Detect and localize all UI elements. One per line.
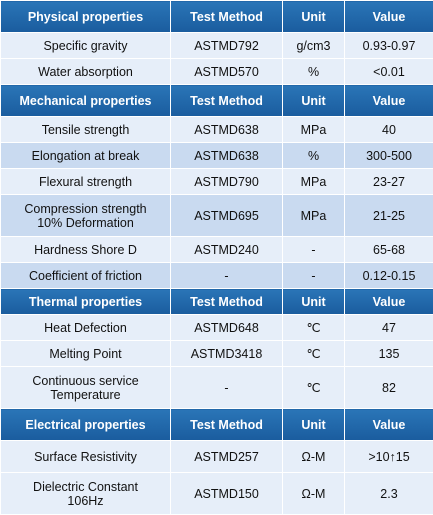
value-cell: 300-500 xyxy=(345,143,433,169)
unit-cell: ℃ xyxy=(283,315,345,341)
table-row: Coefficient of friction - - 0.12-0.15 xyxy=(1,263,433,289)
table-row: Tensile strength ASTMD638 MPa 40 xyxy=(1,117,433,143)
section-header-physical: Physical properties Test Method Unit Val… xyxy=(1,1,433,33)
column-header-unit: Unit xyxy=(283,1,345,33)
table-row: Hardness Shore D ASTMD240 - 65-68 xyxy=(1,237,433,263)
test-method-cell: ASTMD3418 xyxy=(171,341,283,367)
value-cell: 21-25 xyxy=(345,195,433,237)
unit-cell: - xyxy=(283,263,345,289)
column-header-value: Value xyxy=(345,409,433,441)
test-method-cell: ASTMD695 xyxy=(171,195,283,237)
table-row: Water absorption ASTMD570 % <0.01 xyxy=(1,59,433,85)
unit-cell: g/cm3 xyxy=(283,33,345,59)
test-method-cell: ASTMD648 xyxy=(171,315,283,341)
column-header-unit: Unit xyxy=(283,409,345,441)
test-method-cell: ASTMD240 xyxy=(171,237,283,263)
unit-cell: ℃ xyxy=(283,341,345,367)
value-cell: >10↑15 xyxy=(345,441,433,473)
unit-cell: Ω-M xyxy=(283,473,345,515)
test-method-cell: - xyxy=(171,263,283,289)
column-header-test-method: Test Method xyxy=(171,409,283,441)
unit-cell: Ω-M xyxy=(283,441,345,473)
property-cell: Coefficient of friction xyxy=(1,263,171,289)
value-cell: 47 xyxy=(345,315,433,341)
test-method-cell: ASTMD638 xyxy=(171,117,283,143)
property-cell: Surface Resistivity xyxy=(1,441,171,473)
property-cell: Continuous service Temperature xyxy=(1,367,171,409)
section-header-thermal: Thermal properties Test Method Unit Valu… xyxy=(1,289,433,315)
column-header-test-method: Test Method xyxy=(171,289,283,315)
unit-cell: MPa xyxy=(283,195,345,237)
column-header-unit: Unit xyxy=(283,289,345,315)
value-cell: 40 xyxy=(345,117,433,143)
section-title: Mechanical properties xyxy=(1,85,171,117)
section-header-mechanical: Mechanical properties Test Method Unit V… xyxy=(1,85,433,117)
table-row: Flexural strength ASTMD790 MPa 23-27 xyxy=(1,169,433,195)
unit-cell: MPa xyxy=(283,117,345,143)
table-row: Specific gravity ASTMD792 g/cm3 0.93-0.9… xyxy=(1,33,433,59)
unit-cell: - xyxy=(283,237,345,263)
property-cell: Elongation at break xyxy=(1,143,171,169)
test-method-cell: ASTMD257 xyxy=(171,441,283,473)
property-cell: Heat Defection xyxy=(1,315,171,341)
value-cell: 135 xyxy=(345,341,433,367)
column-header-unit: Unit xyxy=(283,85,345,117)
test-method-cell: ASTMD638 xyxy=(171,143,283,169)
property-cell: Melting Point xyxy=(1,341,171,367)
value-cell: 65-68 xyxy=(345,237,433,263)
unit-cell: % xyxy=(283,59,345,85)
table-row: Surface Resistivity ASTMD257 Ω-M >10↑15 xyxy=(1,441,433,473)
value-cell: 23-27 xyxy=(345,169,433,195)
column-header-value: Value xyxy=(345,289,433,315)
value-cell: 2.3 xyxy=(345,473,433,515)
property-cell: Tensile strength xyxy=(1,117,171,143)
property-cell: Specific gravity xyxy=(1,33,171,59)
table-row: Continuous service Temperature - ℃ 82 xyxy=(1,367,433,409)
property-cell: Hardness Shore D xyxy=(1,237,171,263)
test-method-cell: ASTMD790 xyxy=(171,169,283,195)
unit-cell: % xyxy=(283,143,345,169)
table-row: Heat Defection ASTMD648 ℃ 47 xyxy=(1,315,433,341)
column-header-test-method: Test Method xyxy=(171,1,283,33)
value-cell: 0.93-0.97 xyxy=(345,33,433,59)
test-method-cell: ASTMD150 xyxy=(171,473,283,515)
table-row: Dielectric Constant 106Hz ASTMD150 Ω-M 2… xyxy=(1,473,433,515)
section-header-electrical: Electrical properties Test Method Unit V… xyxy=(1,409,433,441)
column-header-test-method: Test Method xyxy=(171,85,283,117)
unit-cell: ℃ xyxy=(283,367,345,409)
value-cell: 82 xyxy=(345,367,433,409)
property-cell: Water absorption xyxy=(1,59,171,85)
property-cell: Dielectric Constant 106Hz xyxy=(1,473,171,515)
test-method-cell: ASTMD792 xyxy=(171,33,283,59)
table-row: Elongation at break ASTMD638 % 300-500 xyxy=(1,143,433,169)
value-cell: <0.01 xyxy=(345,59,433,85)
property-cell: Compression strength 10% Deformation xyxy=(1,195,171,237)
unit-cell: MPa xyxy=(283,169,345,195)
section-title: Electrical properties xyxy=(1,409,171,441)
table-row: Melting Point ASTMD3418 ℃ 135 xyxy=(1,341,433,367)
section-title: Thermal properties xyxy=(1,289,171,315)
test-method-cell: ASTMD570 xyxy=(171,59,283,85)
property-cell: Flexural strength xyxy=(1,169,171,195)
column-header-value: Value xyxy=(345,1,433,33)
value-cell: 0.12-0.15 xyxy=(345,263,433,289)
table-row: Compression strength 10% Deformation AST… xyxy=(1,195,433,237)
test-method-cell: - xyxy=(171,367,283,409)
section-title: Physical properties xyxy=(1,1,171,33)
column-header-value: Value xyxy=(345,85,433,117)
